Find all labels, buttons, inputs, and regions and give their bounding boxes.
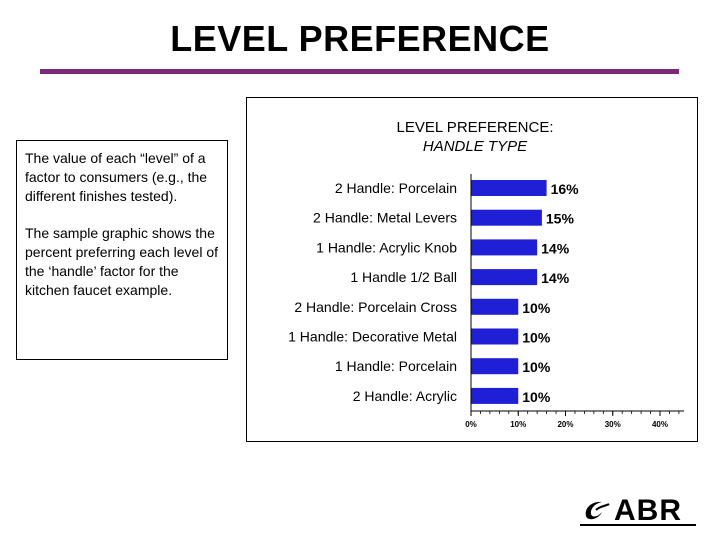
data-label: 14%: [541, 240, 570, 256]
chart-subtitle: HANDLE TYPE: [422, 138, 528, 155]
data-label: 10%: [522, 330, 551, 346]
category-label: 2 Handle: Acrylic: [353, 388, 457, 404]
bar: [471, 180, 547, 196]
category-label: 2 Handle: Porcelain: [335, 180, 457, 196]
bar: [471, 239, 538, 256]
x-tick-label: 20%: [557, 420, 573, 429]
category-label: 1 Handle: Decorative Metal: [288, 329, 457, 345]
bar-chart: 2 Handle: Porcelain 16% 2 Handle: Metal Le…: [288, 174, 684, 429]
category-label: 1 Handle 1/2 Ball: [350, 269, 457, 285]
bar: [471, 298, 519, 315]
category-label: 1 Handle: Acrylic Knob: [316, 239, 457, 255]
bar: [471, 269, 538, 286]
description-paragraph-1: The value of each “level” of a factor to…: [25, 150, 208, 204]
logo-underline: [580, 524, 696, 526]
abr-logo: ABR: [580, 494, 696, 528]
swoosh-logo-icon: [585, 501, 610, 520]
description-box: The value of each “level” of a factor to…: [16, 140, 228, 360]
data-label: 10%: [522, 389, 551, 405]
page-title: LEVEL PREFERENCE: [170, 18, 550, 59]
logo-text: ABR: [614, 494, 682, 527]
x-tick-label: 0%: [465, 420, 477, 429]
description-paragraph-2: The sample graphic shows the percent pre…: [25, 225, 218, 298]
x-tick-label: 30%: [605, 420, 621, 429]
category-label: 2 Handle: Metal Levers: [313, 210, 457, 226]
chart-title: LEVEL PREFERENCE:: [396, 119, 554, 136]
title-underline: [40, 69, 679, 74]
data-label: 10%: [522, 300, 551, 316]
x-tick-label: 10%: [510, 420, 526, 429]
data-label: 14%: [541, 270, 570, 286]
category-label: 2 Handle: Porcelain Cross: [294, 299, 457, 315]
x-tick-label: 40%: [652, 420, 668, 429]
data-label: 10%: [522, 359, 551, 375]
data-label: 15%: [546, 211, 575, 227]
chart-frame: LEVEL PREFERENCE: HANDLE TYPE 2 Handle: …: [246, 97, 698, 442]
bar: [471, 387, 519, 404]
bar: [471, 209, 542, 226]
category-label: 1 Handle: Porcelain: [335, 358, 457, 374]
bar: [471, 328, 519, 345]
chart-title-block: LEVEL PREFERENCE: HANDLE TYPE: [375, 118, 575, 156]
bar: [471, 358, 519, 375]
data-label: 16%: [551, 181, 580, 197]
